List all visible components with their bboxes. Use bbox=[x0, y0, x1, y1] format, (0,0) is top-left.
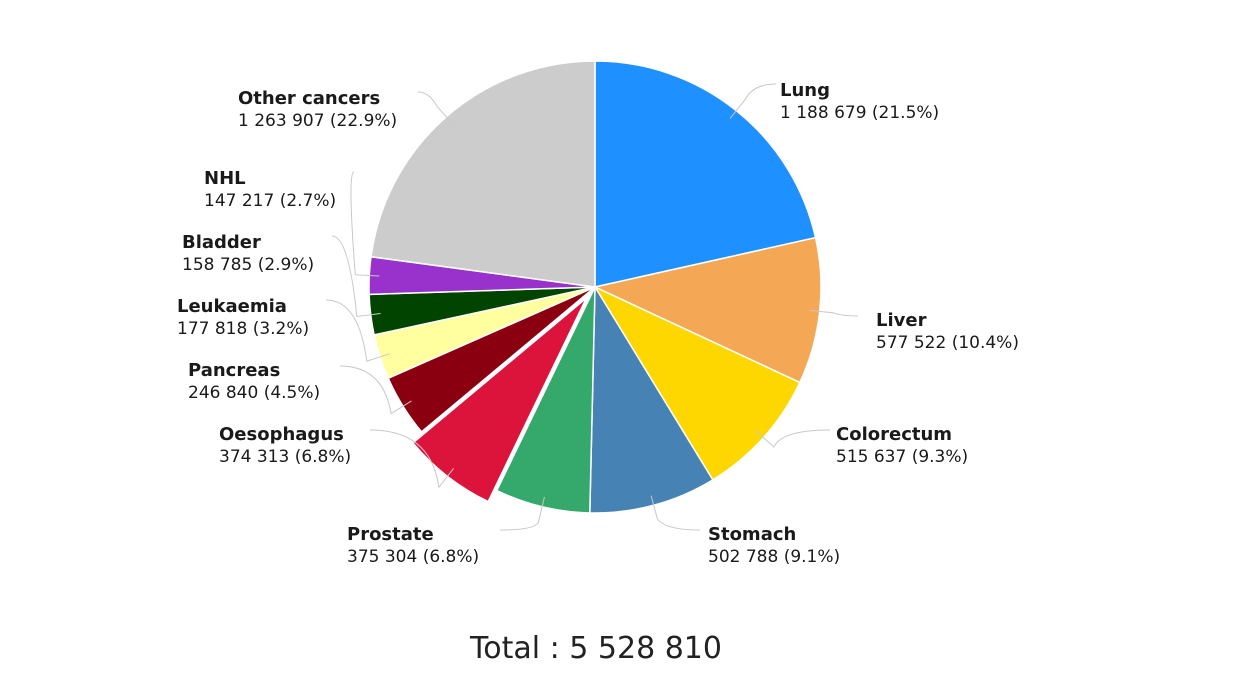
connector-line-colorectum bbox=[755, 429, 831, 448]
connector-line-pancreas bbox=[339, 365, 412, 415]
pie-slice-other-cancers[interactable] bbox=[370, 60, 596, 288]
slice-label-value: 577 522 (10.4%) bbox=[876, 333, 1019, 353]
slice-label-value: 502 788 (9.1%) bbox=[708, 547, 840, 567]
connector-line-nhl bbox=[350, 171, 380, 277]
slice-label-name: Oesophagus bbox=[219, 424, 344, 445]
slice-label-value: 1 188 679 (21.5%) bbox=[780, 103, 939, 123]
slice-label-name: Bladder bbox=[182, 232, 261, 253]
connector-line-other-cancers bbox=[417, 91, 454, 125]
slice-label-name: Colorectum bbox=[836, 424, 952, 445]
slice-label-name: Lung bbox=[780, 80, 830, 101]
connector-line-leukaemia bbox=[325, 299, 390, 362]
slice-label-value: 158 785 (2.9%) bbox=[182, 255, 314, 275]
connector-line-stomach bbox=[650, 495, 701, 531]
slice-label-value: 515 637 (9.3%) bbox=[836, 447, 968, 467]
slice-label-name: Stomach bbox=[708, 524, 796, 545]
connector-line-liver bbox=[809, 309, 859, 317]
connectors-layer bbox=[325, 83, 859, 531]
slice-label-value: 147 217 (2.7%) bbox=[204, 191, 336, 211]
connector-line-lung bbox=[729, 83, 777, 119]
slice-label-value: 375 304 (6.8%) bbox=[347, 547, 479, 567]
slice-label-name: Leukaemia bbox=[177, 296, 287, 317]
slice-label-value: 246 840 (4.5%) bbox=[188, 383, 320, 403]
slice-label-name: Pancreas bbox=[188, 360, 280, 381]
slice-label-name: Other cancers bbox=[238, 88, 380, 109]
slices-layer bbox=[368, 60, 822, 514]
slice-label-name: NHL bbox=[204, 168, 246, 189]
slice-label-name: Prostate bbox=[347, 524, 434, 545]
slice-label-name: Liver bbox=[876, 310, 927, 331]
connector-line-bladder bbox=[331, 235, 381, 318]
connector-line-prostate bbox=[499, 496, 545, 531]
total-label: Total : 5 528 810 bbox=[469, 631, 722, 666]
slice-label-value: 1 263 907 (22.9%) bbox=[238, 111, 397, 131]
slice-label-value: 177 818 (3.2%) bbox=[177, 319, 309, 339]
connector-line-oesophagus bbox=[369, 429, 454, 489]
slice-label-value: 374 313 (6.8%) bbox=[219, 447, 351, 467]
